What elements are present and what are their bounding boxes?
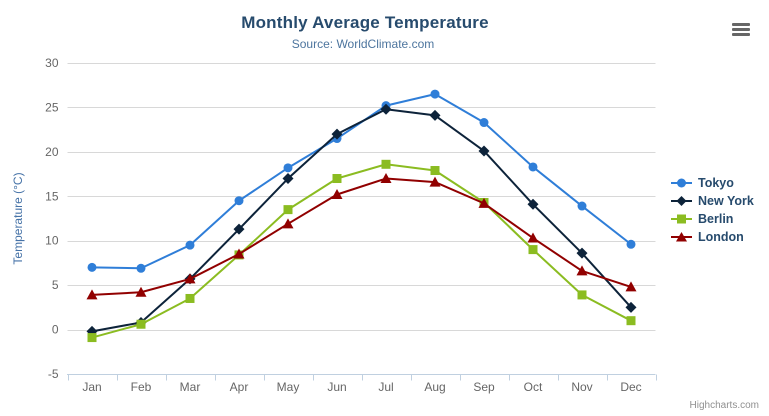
x-axis-label: Dec (620, 380, 641, 394)
x-axis-label: Nov (571, 380, 592, 394)
data-point-london[interactable] (527, 232, 539, 243)
data-point-london[interactable] (429, 176, 441, 187)
data-point-new-york[interactable] (380, 103, 392, 115)
data-point-tokyo[interactable] (185, 240, 195, 250)
data-point-tokyo[interactable] (87, 262, 97, 272)
chart-title: Monthly Average Temperature (241, 13, 489, 32)
data-point-berlin[interactable] (185, 293, 195, 303)
data-point-berlin[interactable] (528, 245, 538, 255)
data-point-berlin[interactable] (87, 333, 97, 343)
y-axis-label: 30 (45, 56, 59, 70)
y-axis-label: 10 (45, 234, 59, 248)
legend-marker-circle-icon (671, 178, 692, 188)
x-axis-label: Mar (180, 380, 201, 394)
data-point-tokyo[interactable] (234, 196, 244, 206)
y-axis-title: Temperature (°C) (11, 172, 25, 264)
data-point-tokyo[interactable] (479, 118, 489, 128)
data-point-new-york[interactable] (527, 198, 539, 210)
series-line-berlin[interactable] (91, 163, 632, 339)
data-point-berlin[interactable] (136, 319, 146, 329)
legend-item-berlin[interactable]: Berlin (670, 210, 754, 228)
x-axis-label: Sep (473, 380, 495, 394)
y-axis-label: 5 (52, 278, 59, 292)
x-axis-label: Jun (327, 380, 346, 394)
legend-label: Berlin (698, 212, 734, 226)
legend-marker-triangle-icon (671, 232, 692, 242)
data-point-berlin[interactable] (332, 174, 342, 184)
x-axis-label: Feb (131, 380, 152, 394)
y-axis-label: 0 (52, 323, 59, 337)
legend-label: London (698, 230, 744, 244)
data-point-london[interactable] (233, 248, 245, 259)
chart-subtitle: Source: WorldClimate.com (291, 37, 435, 51)
legend-item-new-york[interactable]: New York (670, 192, 754, 210)
data-point-london[interactable] (576, 265, 588, 276)
series-line-london[interactable] (91, 177, 632, 296)
hamburger-icon (732, 23, 750, 26)
x-axis-label: Jul (378, 380, 393, 394)
legend-marker-square-icon (671, 214, 692, 224)
data-point-new-york[interactable] (282, 173, 294, 185)
data-point-london[interactable] (135, 286, 147, 297)
series-line-new-york[interactable] (91, 108, 632, 333)
data-point-tokyo[interactable] (430, 89, 440, 99)
series-line-tokyo[interactable] (91, 93, 632, 270)
data-point-new-york[interactable] (331, 128, 343, 140)
x-axis-label: May (277, 380, 300, 394)
data-point-tokyo[interactable] (283, 163, 293, 173)
hamburger-icon (732, 28, 750, 31)
legend: Tokyo New York Berlin London (670, 174, 754, 246)
data-point-new-york[interactable] (625, 301, 637, 313)
x-axis-label: Aug (424, 380, 445, 394)
data-point-new-york[interactable] (233, 223, 245, 235)
legend-label: New York (698, 194, 754, 208)
data-point-london[interactable] (625, 281, 637, 292)
data-point-london[interactable] (184, 273, 196, 284)
data-point-berlin[interactable] (626, 316, 636, 326)
data-point-london[interactable] (380, 173, 392, 184)
data-point-tokyo[interactable] (626, 239, 636, 249)
x-axis-label: Oct (524, 380, 543, 394)
legend-label: Tokyo (698, 176, 734, 190)
data-point-tokyo[interactable] (577, 201, 587, 211)
x-axis-label: Apr (230, 380, 249, 394)
data-point-london[interactable] (282, 218, 294, 229)
data-point-new-york[interactable] (429, 109, 441, 121)
data-point-london[interactable] (331, 189, 343, 200)
data-point-berlin[interactable] (577, 290, 587, 300)
legend-marker-diamond-icon (671, 196, 692, 206)
y-axis-label: 25 (45, 100, 59, 114)
data-point-tokyo[interactable] (528, 162, 538, 172)
legend-item-tokyo[interactable]: Tokyo (670, 174, 754, 192)
y-axis-label: 15 (45, 189, 59, 203)
data-point-new-york[interactable] (478, 145, 490, 157)
x-axis-label: Jan (82, 380, 101, 394)
credits-link[interactable]: Highcharts.com (689, 400, 759, 411)
data-point-berlin[interactable] (381, 159, 391, 169)
legend-item-london[interactable]: London (670, 228, 754, 246)
y-axis-label: -5 (48, 367, 59, 381)
data-point-tokyo[interactable] (136, 263, 146, 273)
data-point-london[interactable] (478, 197, 490, 208)
data-point-new-york[interactable] (576, 247, 588, 259)
export-menu-button[interactable] (727, 19, 755, 43)
data-point-london[interactable] (86, 289, 98, 300)
data-point-berlin[interactable] (430, 166, 440, 176)
y-axis-label: 20 (45, 145, 59, 159)
hamburger-icon (732, 33, 750, 36)
data-point-berlin[interactable] (283, 205, 293, 215)
